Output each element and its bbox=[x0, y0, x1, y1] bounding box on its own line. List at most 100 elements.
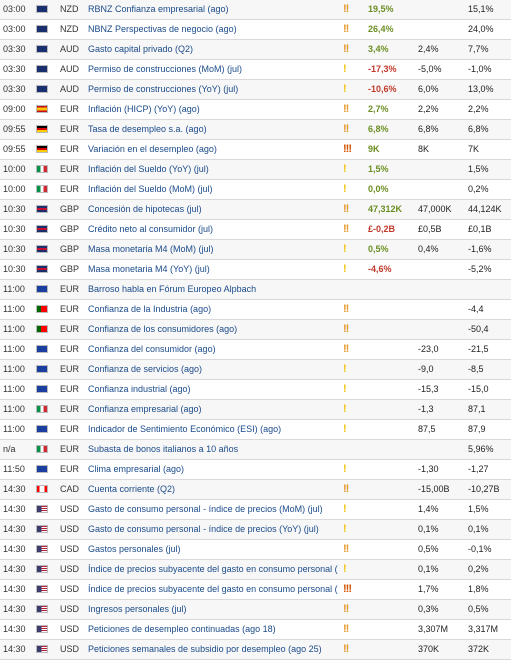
currency-code: EUR bbox=[60, 304, 80, 314]
us-flag-icon bbox=[36, 585, 48, 593]
calendar-row: 10:30 GBP Crédito neto al consumidor (jul)… bbox=[0, 220, 511, 240]
event-name-link[interactable]: Variación en el desempleo (ago) bbox=[88, 144, 217, 154]
currency-code: EUR bbox=[60, 164, 80, 174]
currency-code: EUR bbox=[60, 384, 80, 394]
event-time: 03:30 bbox=[3, 44, 26, 54]
us-flag-icon bbox=[36, 625, 48, 633]
currency-code: EUR bbox=[60, 464, 80, 474]
currency-code: USD bbox=[60, 624, 80, 634]
calendar-row: 14:30 USD Índice de precios subyacente del… bbox=[0, 580, 511, 600]
event-name-link[interactable]: Gasto de consumo personal - índice de pr… bbox=[88, 524, 319, 534]
event-name-link[interactable]: NBNZ Perspectivas de negocio (ago) bbox=[88, 24, 237, 34]
currency-code: EUR bbox=[60, 184, 80, 194]
gb-flag-icon bbox=[36, 245, 48, 253]
event-time: 14:30 bbox=[3, 544, 26, 554]
event-name-link[interactable]: Confianza de servicios (ago) bbox=[88, 364, 203, 374]
importance-icon: ! bbox=[343, 463, 347, 475]
event-name-link[interactable]: Crédito neto al consumidor (jul) bbox=[88, 224, 214, 234]
currency-code: NZD bbox=[60, 24, 79, 34]
currency-code: EUR bbox=[60, 364, 80, 374]
actual-value: 9K bbox=[368, 144, 380, 154]
importance-icon: !! bbox=[343, 483, 349, 495]
event-name-link[interactable]: Confianza del consumidor (ago) bbox=[88, 344, 216, 354]
forecast-value: 1,4% bbox=[418, 504, 439, 514]
event-name-link[interactable]: Índice de precios subyacente del gasto e… bbox=[88, 584, 338, 594]
event-name-link[interactable]: Confianza de los consumidores (ago) bbox=[88, 324, 238, 334]
actual-value: 0,5% bbox=[368, 244, 389, 254]
event-name-link[interactable]: Gasto capital privado (Q2) bbox=[88, 44, 194, 54]
event-time: 11:00 bbox=[3, 424, 25, 434]
event-name-link[interactable]: Gasto de consumo personal - índice de pr… bbox=[88, 504, 323, 514]
event-name-link[interactable]: Concesión de hipotecas (jul) bbox=[88, 204, 202, 214]
forecast-value: 0,1% bbox=[418, 564, 439, 574]
event-name-link[interactable]: Confianza de la Industria (ago) bbox=[88, 304, 212, 314]
event-name-link[interactable]: Masa monetaria M4 (YoY) (jul) bbox=[88, 264, 210, 274]
it-flag-icon bbox=[36, 185, 48, 193]
event-name-link[interactable]: Inflación (HICP) (YoY) (ago) bbox=[88, 104, 200, 114]
forecast-value: 87,5 bbox=[418, 424, 436, 434]
event-time: 11:00 bbox=[3, 284, 25, 294]
event-name-link[interactable]: Inflación del Sueldo (YoY) (jul) bbox=[88, 164, 209, 174]
ca-flag-icon bbox=[36, 485, 48, 493]
importance-icon: !! bbox=[343, 643, 349, 655]
currency-code: EUR bbox=[60, 424, 80, 434]
event-time: n/a bbox=[3, 444, 16, 454]
event-time: 10:30 bbox=[3, 204, 26, 214]
us-flag-icon bbox=[36, 645, 48, 653]
us-flag-icon bbox=[36, 565, 48, 573]
event-name-link[interactable]: Ingresos personales (jul) bbox=[88, 604, 187, 614]
event-name-link[interactable]: Masa monetaria M4 (MoM) (jul) bbox=[88, 244, 214, 254]
calendar-row: 09:00 EUR Inflación (HICP) (YoY) (ago)!! 2,… bbox=[0, 100, 511, 120]
pt-flag-icon bbox=[36, 325, 48, 333]
currency-code: USD bbox=[60, 524, 80, 534]
currency-code: EUR bbox=[60, 104, 80, 114]
actual-value: -10,6% bbox=[368, 84, 397, 94]
currency-code: GBP bbox=[60, 204, 80, 214]
calendar-row: 11:50 EUR Clima empresarial (ago)! -1,30 -1,… bbox=[0, 460, 511, 480]
calendar-row: 11:00 EUR Confianza de servicios (ago)! -9,… bbox=[0, 360, 511, 380]
event-name-link[interactable]: Gastos personales (jul) bbox=[88, 544, 181, 554]
event-name-link[interactable]: Tasa de desempleo s.a. (ago) bbox=[88, 124, 207, 134]
event-name-link[interactable]: Índice de precios subyacente del gasto e… bbox=[88, 564, 338, 574]
event-name-link[interactable]: Clima empresarial (ago) bbox=[88, 464, 185, 474]
event-name-link[interactable]: Inflación del Sueldo (MoM) (jul) bbox=[88, 184, 213, 194]
event-name-link[interactable]: Barroso habla en Fórum Europeo Alpbach bbox=[88, 284, 257, 294]
importance-icon: !! bbox=[343, 223, 349, 235]
previous-value: -1,0% bbox=[468, 64, 492, 74]
forecast-value: -1,30 bbox=[418, 464, 439, 474]
currency-code: USD bbox=[60, 504, 80, 514]
calendar-row: 11:00 EUR Confianza de los consumidores (a… bbox=[0, 320, 511, 340]
currency-code: NZD bbox=[60, 4, 79, 14]
calendar-row: 03:30 AUD Permiso de construcciones (YoY) … bbox=[0, 80, 511, 100]
event-time: 14:30 bbox=[3, 644, 26, 654]
forecast-value: -9,0 bbox=[418, 364, 434, 374]
event-name-link[interactable]: RBNZ Confianza empresarial (ago) bbox=[88, 4, 229, 14]
importance-icon: !! bbox=[343, 303, 349, 315]
event-time: 09:55 bbox=[3, 144, 26, 154]
event-name-link[interactable]: Confianza empresarial (ago) bbox=[88, 404, 202, 414]
currency-code: EUR bbox=[60, 124, 80, 134]
event-name-link[interactable]: Permiso de construcciones (YoY) (jul) bbox=[88, 84, 239, 94]
eu-flag-icon bbox=[36, 345, 48, 353]
event-name-link[interactable]: Confianza industrial (ago) bbox=[88, 384, 191, 394]
importance-icon: ! bbox=[343, 363, 347, 375]
event-name-link[interactable]: Indicador de Sentimiento Económico (ESI)… bbox=[88, 424, 282, 434]
event-name-link[interactable]: Cuenta corriente (Q2) bbox=[88, 484, 176, 494]
calendar-row: 14:30 USD Ingresos personales (jul)!! 0,3% 0… bbox=[0, 600, 511, 620]
event-time: 14:30 bbox=[3, 484, 26, 494]
event-name-link[interactable]: Subasta de bonos italianos a 10 años bbox=[88, 444, 239, 454]
importance-icon: !! bbox=[343, 603, 349, 615]
event-time: 10:30 bbox=[3, 264, 26, 274]
event-name-link[interactable]: Peticiones semanales de subsidio por des… bbox=[88, 644, 322, 654]
previous-value: 13,0% bbox=[468, 84, 494, 94]
importance-icon: !!! bbox=[343, 583, 352, 595]
us-flag-icon bbox=[36, 505, 48, 513]
previous-value: 0,2% bbox=[468, 184, 489, 194]
event-time: 10:00 bbox=[3, 184, 26, 194]
calendar-row: 14:30 USD Gasto de consumo personal - índi… bbox=[0, 500, 511, 520]
event-name-link[interactable]: Permiso de construcciones (MoM) (jul) bbox=[88, 64, 243, 74]
event-name-link[interactable]: Peticiones de desempleo continuadas (ago… bbox=[88, 624, 276, 634]
calendar-row: 03:00 NZD NBNZ Perspectivas de negocio (ag… bbox=[0, 20, 511, 40]
it-flag-icon bbox=[36, 445, 48, 453]
forecast-value: -23,0 bbox=[418, 344, 439, 354]
